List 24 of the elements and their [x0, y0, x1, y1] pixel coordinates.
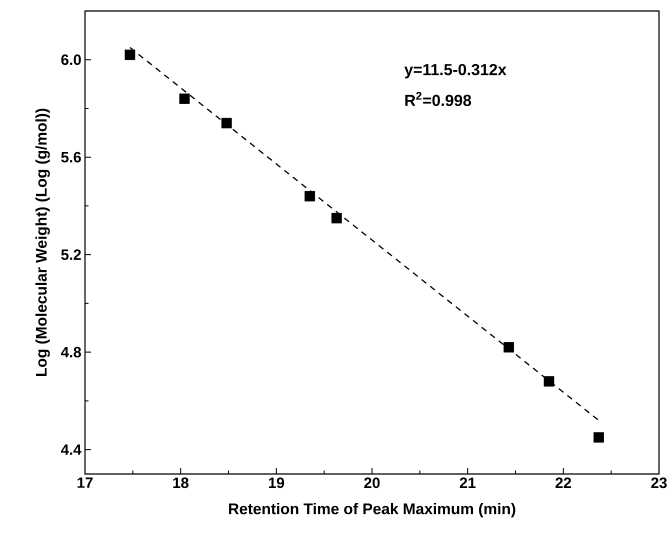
y-tick-label: 5.6 [61, 152, 81, 162]
x-tick-label: 22 [556, 478, 572, 488]
annotation: y=11.5-0.312x [404, 64, 506, 78]
y-axis-title: Log (Molecular Weight) (Log (g/mol)) [35, 108, 50, 376]
point [544, 376, 554, 387]
x-tick-label: 23 [651, 478, 667, 488]
point [124, 50, 136, 60]
y-tick-label: 5.2 [61, 249, 81, 260]
y-tick-label: 4.8 [60, 346, 82, 358]
point [594, 432, 604, 443]
point [304, 190, 316, 202]
x-tick-label: 20 [364, 478, 380, 488]
point [179, 94, 190, 104]
y-tick-label: 6.0 [61, 54, 81, 66]
x-tick-label: 21 [460, 478, 476, 488]
x-tick-label: 17 [78, 478, 93, 488]
point [504, 342, 514, 352]
point [331, 212, 342, 224]
x-tick-label: 18 [173, 478, 189, 488]
annotation: R$^{2}$=0.998 [405, 92, 472, 106]
x-axis-title: Retention Time of Peak Maximum (min) [229, 502, 516, 518]
point [221, 118, 232, 128]
y-tick-label: 4.4 [60, 444, 82, 455]
x-tick-label: 19 [268, 478, 284, 488]
